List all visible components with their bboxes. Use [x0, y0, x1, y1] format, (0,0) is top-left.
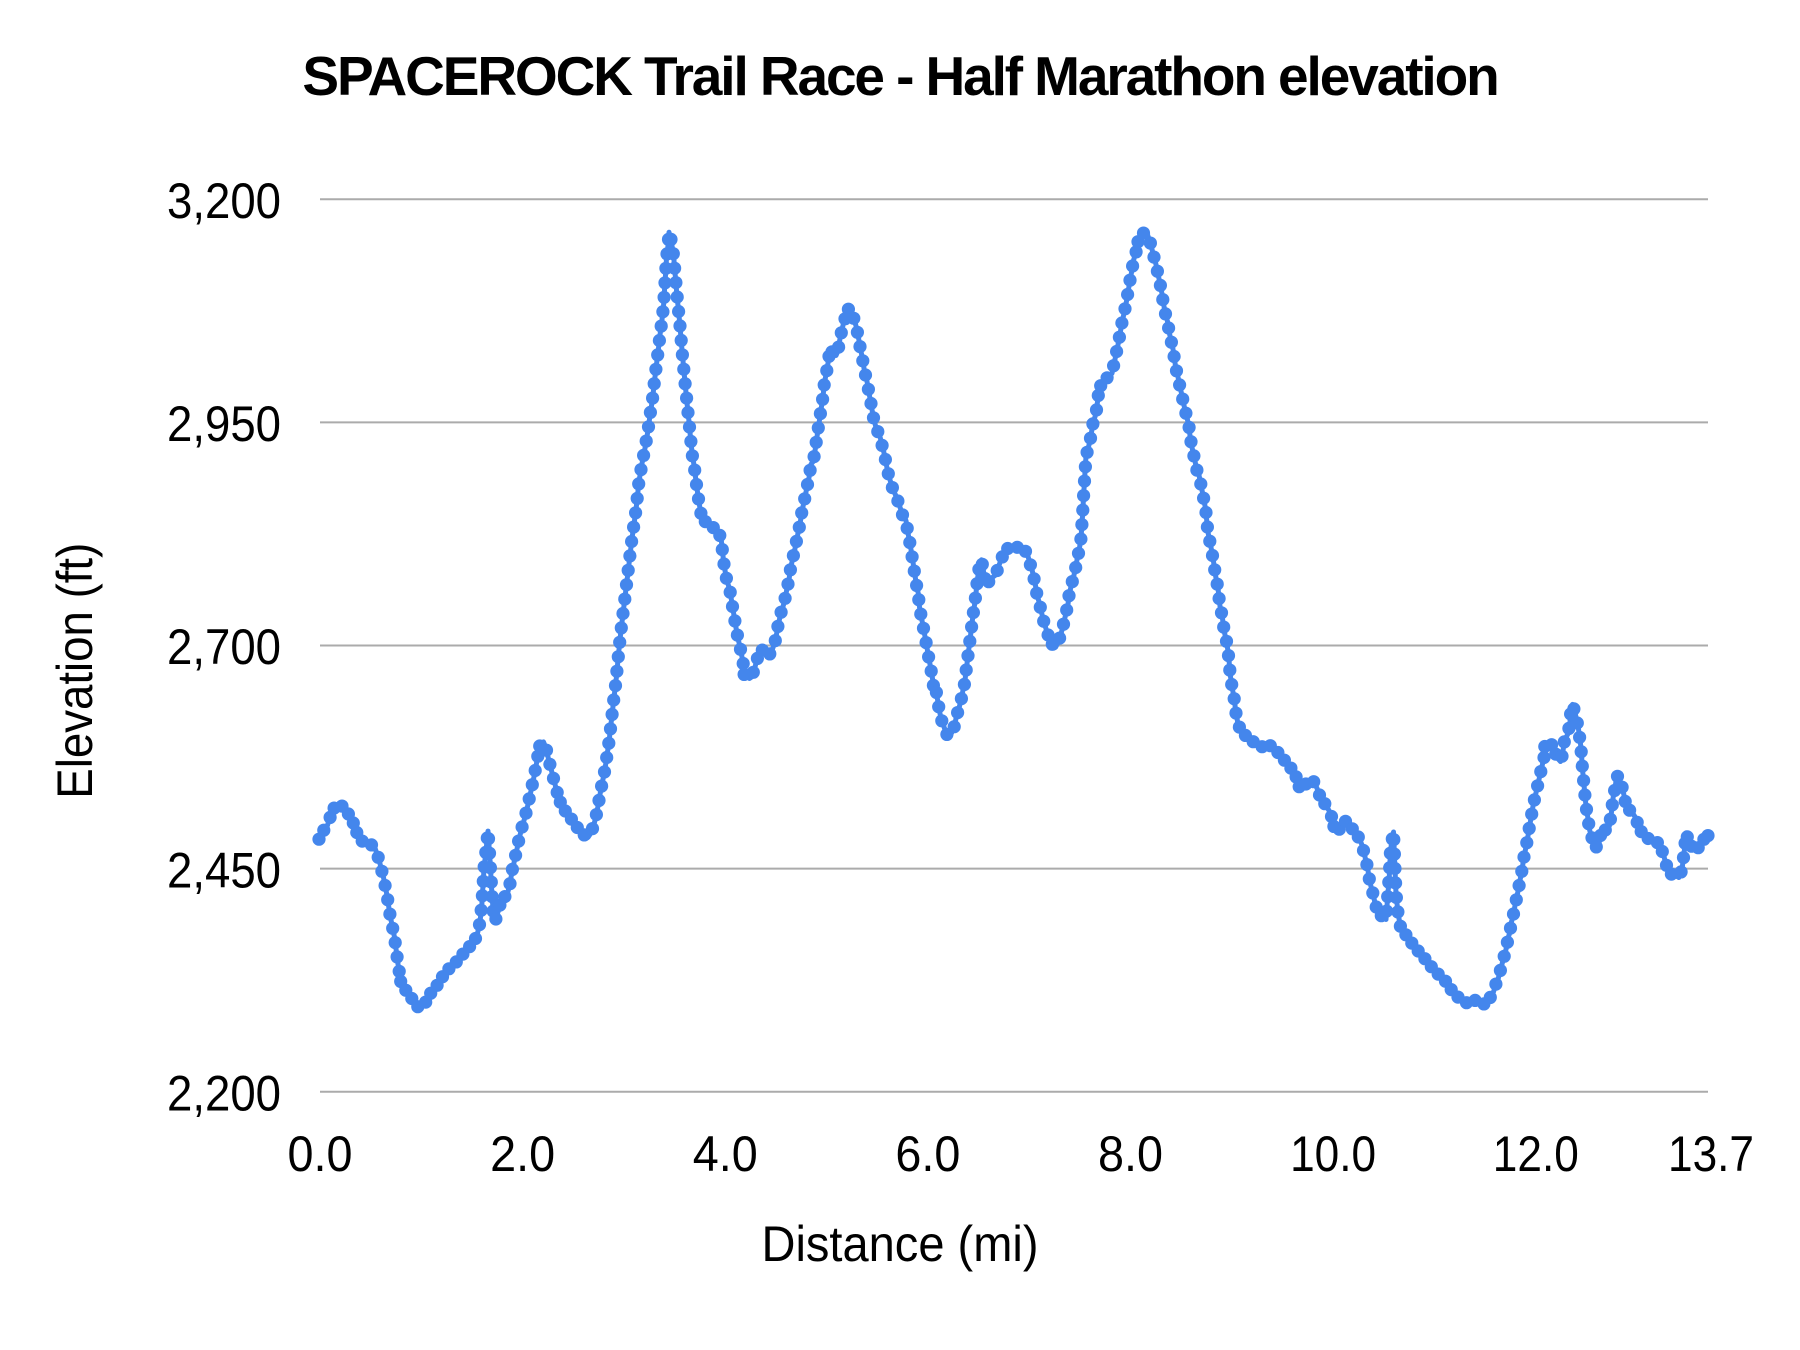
svg-text:Distance (mi): Distance (mi): [762, 1216, 1039, 1272]
svg-text:10.0: 10.0: [1290, 1126, 1376, 1182]
svg-text:4.0: 4.0: [693, 1126, 758, 1182]
svg-text:13.7: 13.7: [1668, 1126, 1754, 1182]
svg-text:6.0: 6.0: [895, 1126, 960, 1182]
svg-text:0.0: 0.0: [288, 1126, 353, 1182]
svg-text:2,200: 2,200: [167, 1065, 281, 1121]
svg-text:2,950: 2,950: [167, 396, 281, 452]
svg-text:2,450: 2,450: [167, 842, 281, 898]
svg-text:3,200: 3,200: [167, 173, 281, 229]
svg-text:2,700: 2,700: [167, 619, 281, 675]
svg-text:Elevation (ft): Elevation (ft): [47, 543, 103, 799]
svg-text:SPACEROCK Trail Race - Half Ma: SPACEROCK Trail Race - Half Marathon ele…: [302, 45, 1497, 107]
svg-text:12.0: 12.0: [1493, 1126, 1579, 1182]
svg-text:8.0: 8.0: [1098, 1126, 1163, 1182]
svg-text:2.0: 2.0: [490, 1126, 555, 1182]
